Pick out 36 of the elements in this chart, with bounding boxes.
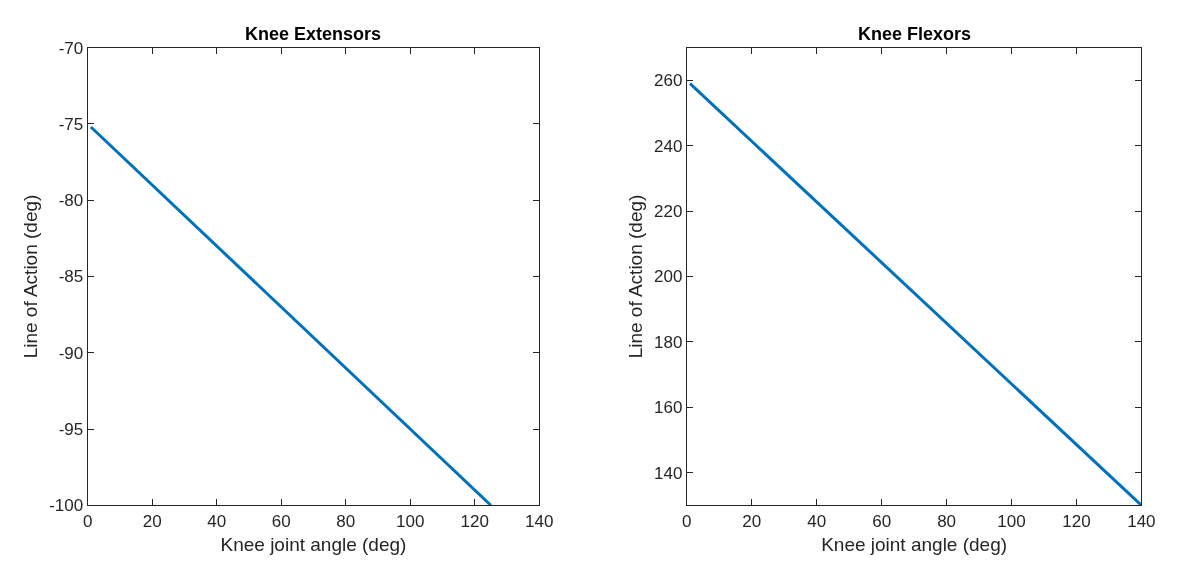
x-tick-label: 20 <box>742 511 762 531</box>
x-tick-label: 40 <box>207 511 227 531</box>
y-tick-label: -95 <box>58 419 84 439</box>
y-tick-label: 160 <box>654 398 683 418</box>
x-tick-label: 80 <box>336 511 356 531</box>
y-tick-label: 240 <box>654 136 683 156</box>
x-tick-label: 20 <box>142 511 162 531</box>
chart-title: Knee Extensors <box>245 24 382 44</box>
x-tick-label: 60 <box>872 511 892 531</box>
y-axis-title: Line of Action (deg) <box>624 194 646 359</box>
x-tick-label: 120 <box>1062 511 1091 531</box>
x-tick-label: 60 <box>271 511 291 531</box>
x-axis-title: Knee joint angle (deg) <box>220 534 407 556</box>
x-tick-label: 100 <box>997 511 1026 531</box>
y-tick-label: -75 <box>58 114 84 134</box>
x-tick-label: 80 <box>937 511 957 531</box>
y-tick-label: -90 <box>58 343 84 363</box>
y-tick-label: -85 <box>58 267 84 287</box>
x-tick-label: 120 <box>460 511 489 531</box>
x-tick-label: 140 <box>1127 511 1156 531</box>
x-tick-label: 0 <box>82 511 93 531</box>
x-tick-label: 40 <box>807 511 827 531</box>
x-axis-title: Knee joint angle (deg) <box>821 534 1008 556</box>
y-tick-label: 260 <box>654 71 683 91</box>
y-tick-label: -70 <box>58 38 84 58</box>
y-tick-label: 200 <box>654 267 683 287</box>
y-tick-label: 180 <box>654 332 683 352</box>
x-tick-label: 0 <box>682 511 692 531</box>
x-tick-label: 100 <box>396 511 425 531</box>
y-tick-label: 220 <box>654 202 683 222</box>
x-tick-label: 140 <box>525 511 554 531</box>
y-tick-label: -100 <box>49 496 84 516</box>
y-tick-label: 140 <box>654 463 683 483</box>
y-tick-label: -80 <box>58 191 84 211</box>
chart-title: Knee Flexors <box>858 24 972 44</box>
y-axis-title: Line of Action (deg) <box>20 194 42 359</box>
